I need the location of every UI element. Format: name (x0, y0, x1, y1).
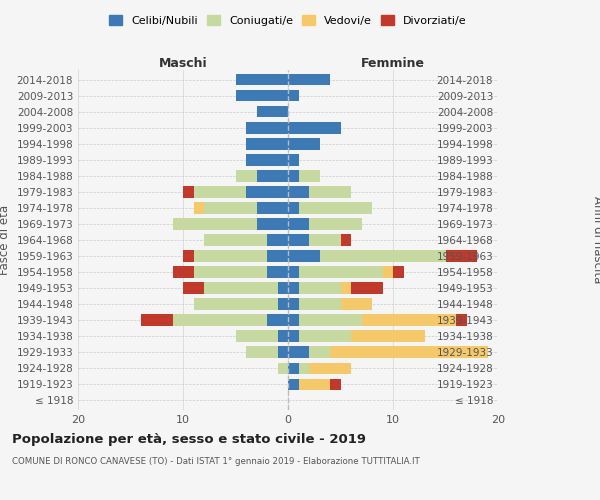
Bar (257, 218, 288, 230)
Bar (204, 234, 267, 246)
Bar (299, 266, 383, 278)
Bar (351, 330, 425, 342)
Bar (235, 330, 277, 342)
Bar (267, 234, 288, 246)
Bar (246, 186, 288, 198)
Bar (288, 282, 299, 294)
Bar (330, 378, 341, 390)
Bar (277, 330, 288, 342)
Bar (277, 362, 288, 374)
Bar (299, 378, 330, 390)
Bar (341, 298, 372, 310)
Legend: Celibi/Nubili, Coniugati/e, Vedovi/e, Divorziati/e: Celibi/Nubili, Coniugati/e, Vedovi/e, Di… (105, 10, 471, 30)
Bar (277, 298, 288, 310)
Text: COMUNE DI RONCO CANAVESE (TO) - Dati ISTAT 1° gennaio 2019 - Elaborazione TUTTIT: COMUNE DI RONCO CANAVESE (TO) - Dati IST… (12, 458, 420, 466)
Text: Maschi: Maschi (158, 57, 208, 70)
Bar (309, 362, 351, 374)
Bar (193, 250, 267, 262)
Bar (309, 186, 351, 198)
Bar (330, 346, 487, 358)
Bar (204, 202, 257, 213)
Bar (288, 314, 299, 326)
Bar (141, 314, 173, 326)
Bar (235, 170, 257, 181)
Bar (299, 298, 341, 310)
Bar (288, 234, 309, 246)
Bar (341, 282, 351, 294)
Bar (183, 250, 193, 262)
Bar (193, 266, 267, 278)
Bar (288, 362, 299, 374)
Bar (288, 378, 299, 390)
Bar (299, 282, 341, 294)
Bar (235, 90, 288, 102)
Text: Popolazione per età, sesso e stato civile - 2019: Popolazione per età, sesso e stato civil… (12, 432, 366, 446)
Bar (173, 266, 193, 278)
Bar (246, 346, 277, 358)
Text: Anni di nascita: Anni di nascita (590, 196, 600, 284)
Bar (193, 298, 277, 310)
Bar (288, 298, 299, 310)
Bar (288, 122, 341, 134)
Bar (257, 170, 288, 181)
Bar (288, 154, 299, 166)
Bar (257, 202, 288, 213)
Bar (299, 330, 351, 342)
Bar (204, 282, 277, 294)
Bar (299, 170, 320, 181)
Bar (351, 282, 383, 294)
Bar (288, 218, 309, 230)
Bar (320, 250, 445, 262)
Y-axis label: Fasce di età: Fasce di età (0, 205, 11, 275)
Bar (445, 250, 477, 262)
Bar (193, 202, 204, 213)
Bar (246, 154, 288, 166)
Bar (309, 234, 341, 246)
Bar (277, 346, 288, 358)
Bar (277, 282, 288, 294)
Bar (246, 138, 288, 149)
Bar (288, 330, 299, 342)
Bar (309, 218, 361, 230)
Bar (299, 362, 309, 374)
Bar (393, 266, 404, 278)
Bar (288, 346, 309, 358)
Bar (288, 170, 299, 181)
Bar (235, 74, 288, 86)
Text: Femmine: Femmine (361, 57, 425, 70)
Bar (173, 218, 257, 230)
Bar (288, 266, 299, 278)
Bar (267, 314, 288, 326)
Bar (193, 186, 246, 198)
Bar (299, 314, 361, 326)
Bar (246, 122, 288, 134)
Bar (341, 234, 351, 246)
Bar (267, 266, 288, 278)
Bar (288, 138, 320, 149)
Bar (456, 314, 467, 326)
Bar (288, 186, 309, 198)
Bar (361, 314, 456, 326)
Bar (288, 250, 320, 262)
Bar (183, 186, 193, 198)
Bar (173, 314, 267, 326)
Bar (288, 90, 299, 102)
Bar (309, 346, 330, 358)
Bar (383, 266, 393, 278)
Bar (288, 74, 330, 86)
Bar (257, 106, 288, 118)
Bar (267, 250, 288, 262)
Bar (183, 282, 204, 294)
Bar (299, 202, 372, 213)
Bar (288, 202, 299, 213)
